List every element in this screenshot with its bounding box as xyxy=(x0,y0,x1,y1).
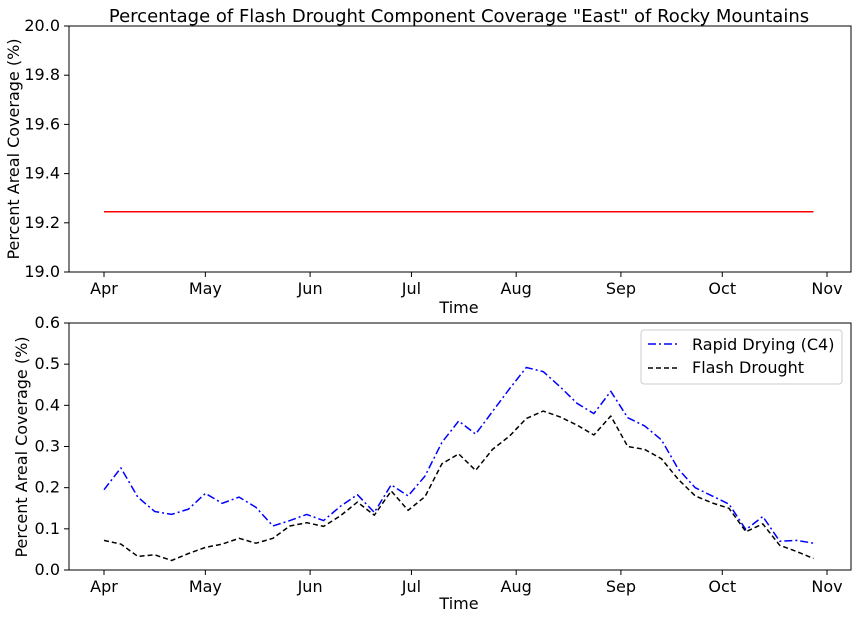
top-y-tick-label: 19.4 xyxy=(24,164,60,183)
top-x-tick-label: Nov xyxy=(811,279,842,298)
bottom-y-tick-label: 0.6 xyxy=(35,313,60,332)
legend-frame xyxy=(640,329,843,385)
top-y-tick-label: 19.8 xyxy=(24,65,60,84)
top-x-tick-label: Oct xyxy=(708,279,736,298)
top-y-tick-label: 19.0 xyxy=(24,262,60,281)
bottom-y-tick-label: 0.2 xyxy=(35,478,60,497)
top-x-tick-label: Jul xyxy=(401,279,421,298)
top-x-axis: Apr May Jun Jul Aug Sep Oct Nov xyxy=(90,272,843,298)
bottom-y-tick-label: 0.5 xyxy=(35,354,60,373)
top-y-axis-label: Percent Areal Coverage (%) xyxy=(4,38,23,259)
top-x-tick-label: Jun xyxy=(297,279,323,298)
bottom-x-tick-label: Apr xyxy=(90,577,118,596)
legend: Rapid Drying (C4) Flash Drought xyxy=(640,329,843,385)
top-y-tick-label: 20.0 xyxy=(24,16,60,35)
bottom-x-tick-label: Oct xyxy=(708,577,736,596)
bottom-y-tick-label: 0.3 xyxy=(35,437,60,456)
bottom-y-axis-label: Percent Areal Coverage (%) xyxy=(12,336,31,557)
top-x-tick-label: Apr xyxy=(90,279,118,298)
bottom-chart-panel: 0.0 0.1 0.2 0.3 0.4 0.5 0.6 Apr May Jun Jul Aug Sep… xyxy=(12,313,852,613)
bottom-y-axis: 0.0 0.1 0.2 0.3 0.4 0.5 0.6 xyxy=(35,313,69,579)
top-x-tick-label: May xyxy=(189,279,222,298)
top-plot-frame xyxy=(68,25,852,273)
bottom-series-line-rapid-drying-c4 xyxy=(103,366,814,544)
bottom-x-axis-label: Time xyxy=(438,594,478,613)
bottom-series-line-flash-drought xyxy=(103,410,814,562)
top-chart-panel: Percentage of Flash Drought Component Co… xyxy=(4,6,852,317)
legend-label-rapid-drying: Rapid Drying (C4) xyxy=(692,335,834,354)
bottom-x-tick-label: May xyxy=(189,577,222,596)
top-y-tick-label: 19.2 xyxy=(24,213,60,232)
bottom-y-tick-label: 0.0 xyxy=(35,560,60,579)
top-chart-title: Percentage of Flash Drought Component Co… xyxy=(109,6,809,27)
top-y-axis: 19.0 19.2 19.4 19.6 19.8 20.0 xyxy=(24,16,69,281)
bottom-x-axis: Apr May Jun Jul Aug Sep Oct Nov xyxy=(90,570,843,596)
bottom-x-tick-label: Jun xyxy=(297,577,323,596)
bottom-x-tick-label: Jul xyxy=(401,577,421,596)
bottom-y-tick-label: 0.1 xyxy=(35,519,60,538)
top-x-axis-label: Time xyxy=(438,298,478,317)
top-x-tick-label: Sep xyxy=(606,279,636,298)
legend-label-flash-drought: Flash Drought xyxy=(692,358,804,377)
bottom-y-tick-label: 0.4 xyxy=(35,395,60,414)
bottom-x-tick-label: Sep xyxy=(606,577,636,596)
bottom-series-layer xyxy=(103,366,814,562)
bottom-x-tick-label: Aug xyxy=(501,577,532,596)
bottom-x-tick-label: Nov xyxy=(811,577,842,596)
top-x-tick-label: Aug xyxy=(501,279,532,298)
top-y-tick-label: 19.6 xyxy=(24,114,60,133)
